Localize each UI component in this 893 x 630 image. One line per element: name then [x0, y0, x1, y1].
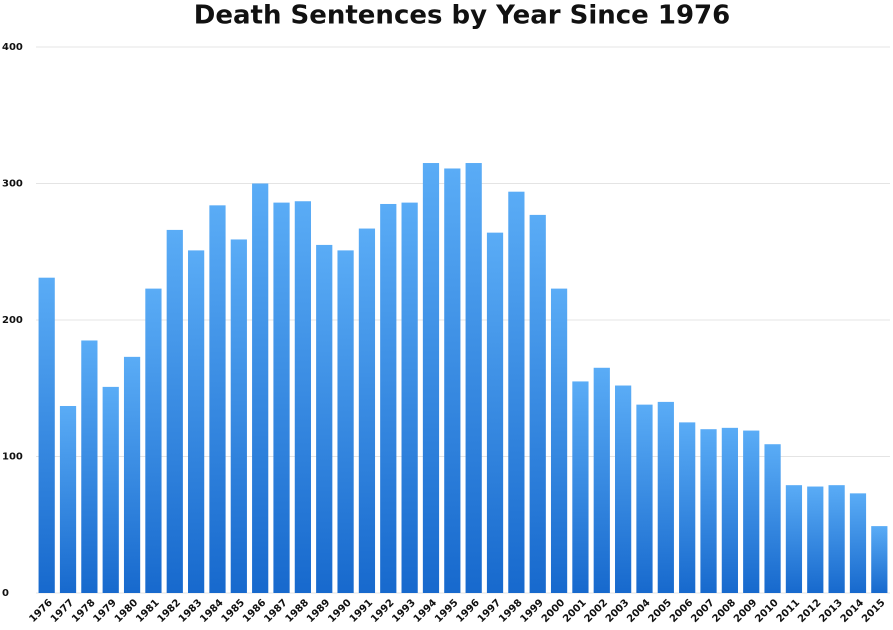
- bar: [294, 201, 311, 593]
- bar: [230, 239, 247, 593]
- bar: [444, 168, 461, 594]
- x-tick-label: 2009: [732, 597, 759, 624]
- bar: [743, 430, 760, 593]
- bar: [188, 250, 205, 593]
- bar: [401, 202, 418, 594]
- y-tick-label: 100: [2, 452, 23, 463]
- bar: [166, 229, 183, 593]
- bar: [550, 288, 568, 593]
- x-tick-label: 1984: [198, 597, 225, 624]
- bar: [380, 203, 397, 593]
- bar: [828, 485, 845, 593]
- x-tick-label: 1993: [390, 597, 417, 624]
- x-tick-label: 2004: [625, 597, 652, 624]
- bar: [721, 427, 738, 593]
- x-tick-label: 2008: [711, 597, 738, 624]
- bar: [615, 385, 632, 593]
- bar: [785, 485, 803, 593]
- chart-title: Death Sentences by Year Since 1976: [194, 1, 730, 31]
- bar: [38, 277, 55, 593]
- bar: [572, 381, 589, 593]
- bar: [700, 429, 717, 593]
- x-tick-label: 2002: [583, 597, 610, 624]
- x-tick-label: 2003: [604, 597, 631, 624]
- y-tick-label: 300: [2, 179, 23, 190]
- bar: [59, 405, 77, 593]
- x-tick-label: 2000: [540, 597, 567, 624]
- bar: [679, 422, 696, 593]
- bar: [529, 214, 546, 593]
- bar: [657, 401, 674, 593]
- x-tick-label: 1976: [27, 597, 54, 624]
- x-tick-label: 2005: [647, 597, 674, 624]
- x-tick-label: 2006: [668, 597, 695, 624]
- bar: [849, 493, 867, 593]
- bar: [145, 288, 162, 593]
- bar: [593, 367, 610, 593]
- bar: [465, 163, 482, 593]
- bar: [273, 202, 290, 594]
- x-tick-label: 2007: [689, 597, 716, 624]
- x-tick-label: 1983: [177, 597, 204, 624]
- bar: [209, 205, 226, 593]
- x-tick-label: 1979: [92, 597, 119, 624]
- x-tick-label: 1995: [433, 597, 460, 624]
- x-tick-label: 1980: [113, 597, 140, 624]
- x-tick-label: 1988: [284, 597, 311, 624]
- x-tick-label: 1990: [326, 597, 353, 624]
- bar: [316, 244, 333, 594]
- bar: [636, 404, 653, 593]
- x-tick-label: 1997: [476, 597, 503, 624]
- bar: [871, 526, 888, 593]
- bar: [508, 191, 525, 593]
- y-tick-label: 400: [2, 42, 23, 53]
- y-tick-label: 200: [2, 315, 23, 326]
- x-tick-label: 1996: [454, 597, 481, 624]
- bar: [252, 183, 269, 593]
- x-tick-label: 2012: [796, 597, 823, 624]
- bar: [486, 232, 504, 593]
- bar: [807, 486, 824, 593]
- x-tick-label: 1991: [348, 597, 375, 624]
- x-tick-label: 1999: [519, 597, 546, 624]
- x-tick-label: 1992: [369, 597, 396, 624]
- x-tick-label: 2014: [839, 597, 866, 624]
- x-tick-label: 1998: [497, 597, 524, 624]
- x-tick-label: 1987: [262, 597, 289, 624]
- x-tick-label: 1978: [70, 597, 97, 624]
- x-tick-label: 2010: [753, 597, 780, 624]
- x-tick-label: 1981: [134, 597, 161, 624]
- bar: [337, 250, 354, 593]
- bar: [764, 444, 781, 593]
- bar: [358, 228, 376, 594]
- bar: [422, 163, 440, 593]
- bar: [81, 340, 98, 593]
- x-tick-label: 2013: [817, 597, 844, 624]
- bar: [123, 356, 141, 593]
- x-tick-label: 2001: [561, 597, 588, 624]
- x-tick-label: 1989: [305, 597, 332, 624]
- x-tick-label: 2011: [775, 597, 802, 624]
- x-tick-label: 1977: [49, 597, 76, 624]
- x-tick-label: 1985: [220, 597, 247, 624]
- y-tick-label: 0: [2, 588, 9, 599]
- bar: [102, 386, 119, 593]
- x-tick-label: 1986: [241, 597, 268, 624]
- x-tick-label: 2015: [860, 597, 887, 624]
- x-tick-label: 1982: [156, 597, 183, 624]
- x-tick-label: 1994: [412, 597, 439, 624]
